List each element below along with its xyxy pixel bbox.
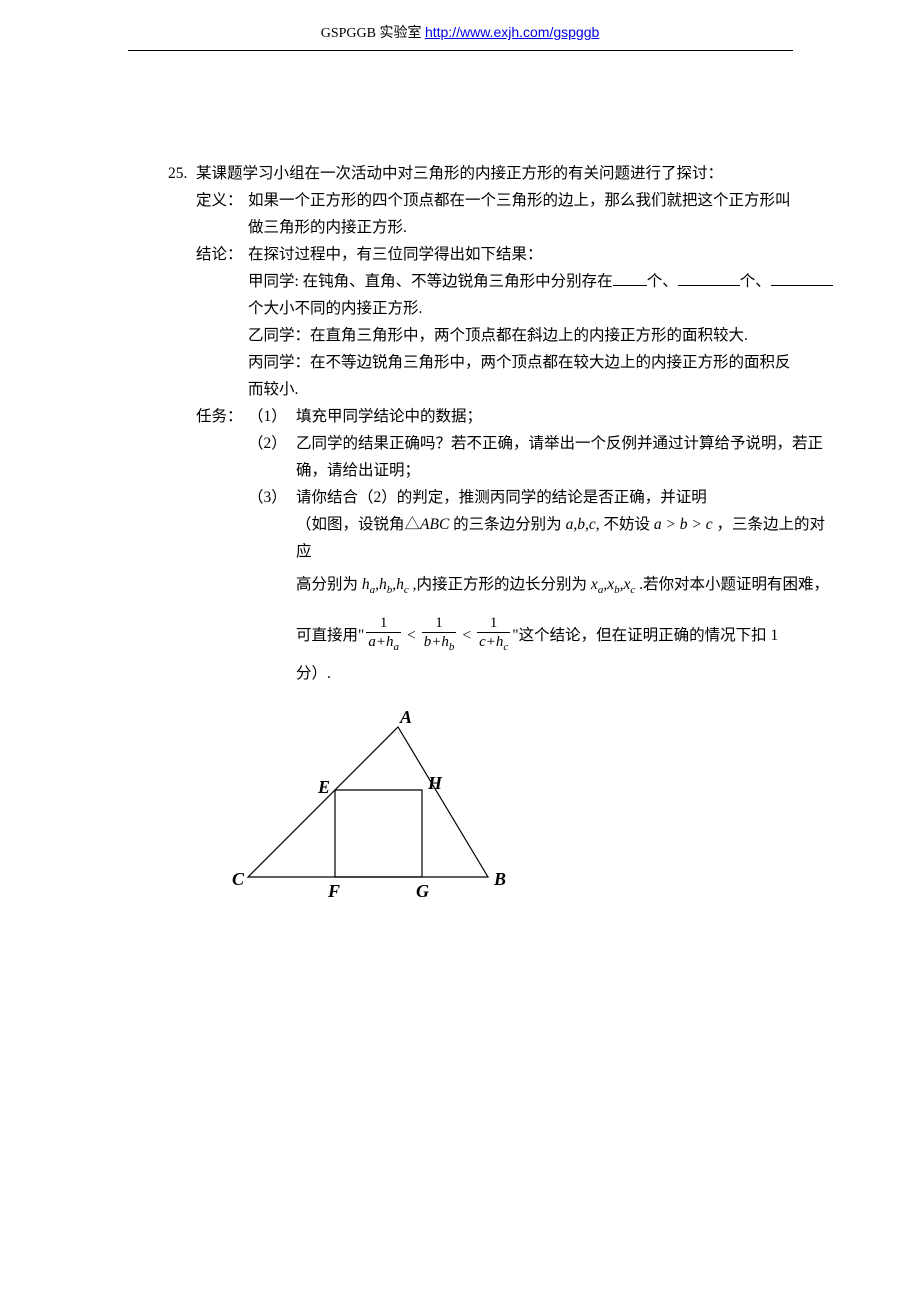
t3-l2b: 的三条边分别为 xyxy=(449,516,565,533)
t1-text: 填充甲同学结论中的数据； xyxy=(296,403,482,430)
t3-l5: 分）. xyxy=(296,660,833,687)
t3-l1: 请你结合（2）的判定，推测丙同学的结论是否正确，并证明 xyxy=(296,484,707,511)
ineq: a > b > c xyxy=(654,516,713,533)
triangle-diagram: A B C E F G H xyxy=(228,707,833,916)
label-A: A xyxy=(399,707,412,727)
t3-l2a: （如图，设锐角△ xyxy=(296,516,420,533)
sides: a,b,c xyxy=(566,516,596,533)
t3-l4a: 可直接用" xyxy=(296,622,364,649)
page-header: GSPGGB 实验室 http://www.exjh.com/gspggb xyxy=(0,0,920,51)
frac-3: 1 c+hc xyxy=(477,614,510,656)
triangle-path xyxy=(248,727,488,877)
label-C: C xyxy=(232,869,245,889)
triangle-svg: A B C E F G H xyxy=(228,707,538,907)
bing-l1: 丙同学：在不等边锐角三角形中，两个顶点都在较大边上的内接正方形的面积反 xyxy=(248,349,833,376)
intro-row: 25. 某课题学习小组在一次活动中对三角形的内接正方形的有关问题进行了探讨： xyxy=(168,160,833,187)
label-E: E xyxy=(317,777,330,797)
label-F: F xyxy=(327,881,340,901)
task-label: 任务： xyxy=(196,403,248,430)
t2-l1: 乙同学的结果正确吗？若不正确，请举出一个反例并通过计算给予说明，若正 xyxy=(296,430,823,457)
hc: hc xyxy=(396,576,409,593)
t3-l2c: , 不妨设 xyxy=(596,516,654,533)
ha: ha xyxy=(362,576,375,593)
label-H: H xyxy=(427,773,443,793)
jia-l1b: 个、 xyxy=(647,273,678,290)
blank-3 xyxy=(771,271,833,287)
t2-l2: 确，请给出证明； xyxy=(296,457,833,484)
hb: hb xyxy=(379,576,392,593)
label-G: G xyxy=(416,881,429,901)
problem-number: 25. xyxy=(168,160,196,187)
task-row1: 任务： （1） 填充甲同学结论中的数据； xyxy=(196,403,833,430)
def-label: 定义： xyxy=(196,187,248,214)
con-row1: 结论： 在探讨过程中，有三位同学得出如下结果： xyxy=(196,241,833,268)
task-row2: （2） 乙同学的结果正确吗？若不正确，请举出一个反例并通过计算给予说明，若正 xyxy=(248,430,833,457)
t3-l3a: 高分别为 xyxy=(296,576,362,593)
t3-l3c: .若你对本小题证明有困难， xyxy=(635,576,829,593)
t3-l3: 高分别为 ha,hb,hc ,内接正方形的边长分别为 xa,xb,xc .若你对… xyxy=(296,571,833,604)
t3-l4b: "这个结论，但在证明正确的情况下扣 1 xyxy=(512,622,778,649)
def-text2: 做三角形的内接正方形. xyxy=(248,214,833,241)
t2-num: （2） xyxy=(248,430,296,457)
bing-l2: 而较小. xyxy=(248,376,833,403)
t3-num: （3） xyxy=(248,484,296,511)
jia-row1: 甲同学: 在钝角、直角、不等边锐角三角形中分别存在 个、 个、 xyxy=(248,268,833,295)
blank-2 xyxy=(678,271,740,287)
def-text1: 如果一个正方形的四个顶点都在一个三角形的边上，那么我们就把这个正方形叫 xyxy=(248,187,791,214)
jia-l1c: 个、 xyxy=(740,273,771,290)
header-link[interactable]: http://www.exjh.com/gspggb xyxy=(425,24,599,40)
header-prefix: GSPGGB 实验室 xyxy=(321,26,425,41)
xa: xa xyxy=(591,576,603,593)
lt-1: < xyxy=(407,622,416,649)
t1-num: （1） xyxy=(248,403,296,430)
con-text1: 在探讨过程中，有三位同学得出如下结果： xyxy=(248,241,543,268)
jia-l1a: 甲同学: 在钝角、直角、不等边锐角三角形中分别存在 xyxy=(248,273,613,290)
con-label: 结论： xyxy=(196,241,248,268)
header-underline xyxy=(128,50,793,51)
t3-l4: 可直接用" 1 a+ha < 1 b+hb < 1 c+hc "这个结论，但在证… xyxy=(296,610,833,660)
task-row3: （3） 请你结合（2）的判定，推测丙同学的结论是否正确，并证明 xyxy=(248,484,833,511)
xc: xc xyxy=(623,576,635,593)
xb: xb xyxy=(607,576,619,593)
t3-l3b: ,内接正方形的边长分别为 xyxy=(409,576,591,593)
yi-row: 乙同学：在直角三角形中，两个顶点都在斜边上的内接正方形的面积较大. xyxy=(248,322,833,349)
t3-l2: （如图，设锐角△ABC 的三条边分别为 a,b,c, 不妨设 a > b > c… xyxy=(296,511,833,565)
blank-1 xyxy=(613,271,647,287)
lt-2: < xyxy=(462,622,471,649)
label-B: B xyxy=(493,869,506,889)
content-area: 25. 某课题学习小组在一次活动中对三角形的内接正方形的有关问题进行了探讨： 定… xyxy=(168,160,833,916)
intro-text: 某课题学习小组在一次活动中对三角形的内接正方形的有关问题进行了探讨： xyxy=(196,160,723,187)
abc: ABC xyxy=(420,516,449,533)
frac-1: 1 a+ha xyxy=(366,614,401,656)
frac-2: 1 b+hb xyxy=(422,614,457,656)
jia-l2: 个大小不同的内接正方形. xyxy=(248,295,833,322)
def-row1: 定义： 如果一个正方形的四个顶点都在一个三角形的边上，那么我们就把这个正方形叫 xyxy=(196,187,833,214)
square-path xyxy=(335,790,422,877)
